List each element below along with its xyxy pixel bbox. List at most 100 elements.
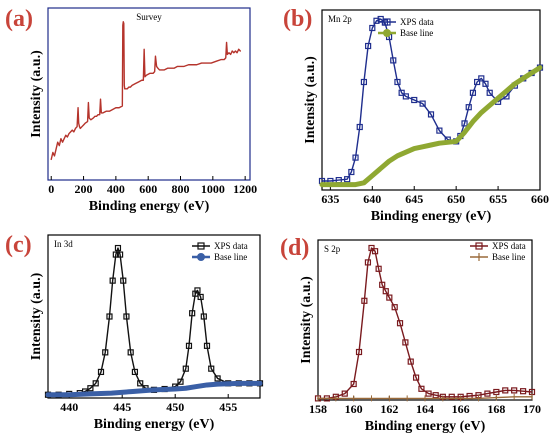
data-point [394, 78, 401, 86]
data-point [419, 100, 426, 107]
data-point [185, 342, 193, 349]
x-tick-label: 160 [345, 402, 363, 416]
data-point [355, 348, 363, 356]
data-point [341, 390, 348, 397]
data-point [361, 297, 368, 304]
data-point [203, 342, 211, 349]
series-line-0 [317, 247, 533, 400]
data-point [390, 57, 397, 64]
panel-3: (d) S 2p 158 160 162 164 166 168 170 Binding ener… [280, 235, 541, 434]
x-tick-label: 450 [166, 400, 184, 414]
data-point [112, 251, 119, 258]
x-tick-label: 164 [416, 402, 434, 416]
x-tick-label: 1000 [201, 182, 225, 196]
legend-marker [475, 242, 483, 250]
plot-frame [317, 239, 533, 401]
legend-label: Base line [214, 252, 247, 262]
data-point [97, 368, 105, 376]
legend-label: XPS data [214, 241, 248, 251]
x-tick-label: 645 [405, 192, 423, 206]
data-point [116, 251, 124, 258]
data-point [373, 17, 380, 24]
data-point [87, 385, 94, 392]
x-tick-label: 170 [523, 402, 541, 416]
data-point [412, 374, 420, 381]
data-point [200, 313, 207, 320]
data-point [379, 281, 386, 288]
data-point [123, 313, 130, 320]
series-line-1 [45, 380, 263, 398]
x-axis-title: Binding energy (eV) [365, 419, 486, 434]
legend-marker [197, 253, 205, 261]
x-tick-label: 800 [172, 182, 190, 196]
panel-label: (d) [280, 235, 309, 261]
data-point [396, 320, 404, 327]
legend-label: Base line [400, 28, 433, 38]
x-axis-title: Binding energy (eV) [371, 209, 492, 224]
x-axis-title: Binding energy (eV) [94, 417, 215, 432]
data-point [137, 380, 144, 387]
data-point [127, 349, 134, 356]
data-point [386, 294, 393, 301]
data-point [391, 304, 398, 311]
x-tick-label: 1200 [233, 182, 257, 196]
data-point [519, 388, 527, 395]
plot-frame [321, 9, 541, 191]
x-tick-label: 660 [531, 192, 549, 206]
data-point [106, 313, 113, 320]
x-tick-label: 200 [75, 182, 93, 196]
data-point [461, 120, 468, 127]
x-tick-label: 168 [487, 402, 505, 416]
data-point [375, 265, 382, 272]
data-point [352, 154, 359, 161]
data-point [482, 80, 489, 87]
data-point [511, 387, 518, 394]
legend-marker [383, 18, 391, 26]
x-tick-label: 166 [452, 402, 470, 416]
x-tick-label: 162 [380, 402, 398, 416]
data-point [114, 244, 122, 252]
data-point [364, 259, 372, 266]
x-tick-label: 640 [363, 192, 381, 206]
legend-label: XPS data [492, 241, 526, 251]
series-line-0 [50, 21, 242, 161]
panel-title: Mn 2p [328, 14, 352, 24]
data-point [371, 248, 379, 255]
data-point [382, 288, 389, 295]
data-point [427, 111, 435, 118]
data-point [369, 24, 376, 32]
series-line-0 [47, 247, 261, 396]
x-tick-label: 600 [139, 182, 157, 196]
data-point [120, 277, 127, 284]
panel-label: (c) [5, 232, 32, 258]
data-point [182, 365, 189, 372]
data-point [348, 168, 355, 176]
data-point [189, 310, 196, 317]
data-point [360, 78, 368, 86]
data-point [407, 358, 414, 365]
x-tick-label: 440 [60, 400, 78, 414]
panel-title: Survey [136, 12, 162, 22]
data-point [109, 277, 116, 284]
data-point [448, 393, 455, 400]
y-axis-title: Intensity (a.u.) [299, 276, 314, 364]
plot-frame [47, 7, 251, 181]
data-point [474, 78, 481, 86]
data-point [436, 127, 443, 134]
data-point [402, 93, 409, 100]
y-axis-title: Intensity (a.u.) [29, 50, 44, 138]
data-point [502, 387, 509, 394]
x-tick-label: 400 [107, 182, 125, 196]
y-axis-title: Intensity (a.u.) [29, 272, 44, 360]
panel-2: (c) In 3d 440 445 450 455 Binding energy (eV) I… [5, 232, 264, 432]
x-tick-label: 635 [321, 192, 339, 206]
data-point [92, 380, 99, 387]
x-tick-label: 455 [219, 400, 237, 414]
x-tick-label: 445 [113, 400, 131, 414]
y-axis-title: Intensity (a.u.) [303, 56, 318, 144]
data-point [102, 349, 109, 356]
data-point [486, 89, 493, 96]
data-point [469, 89, 477, 96]
data-point [368, 244, 375, 252]
